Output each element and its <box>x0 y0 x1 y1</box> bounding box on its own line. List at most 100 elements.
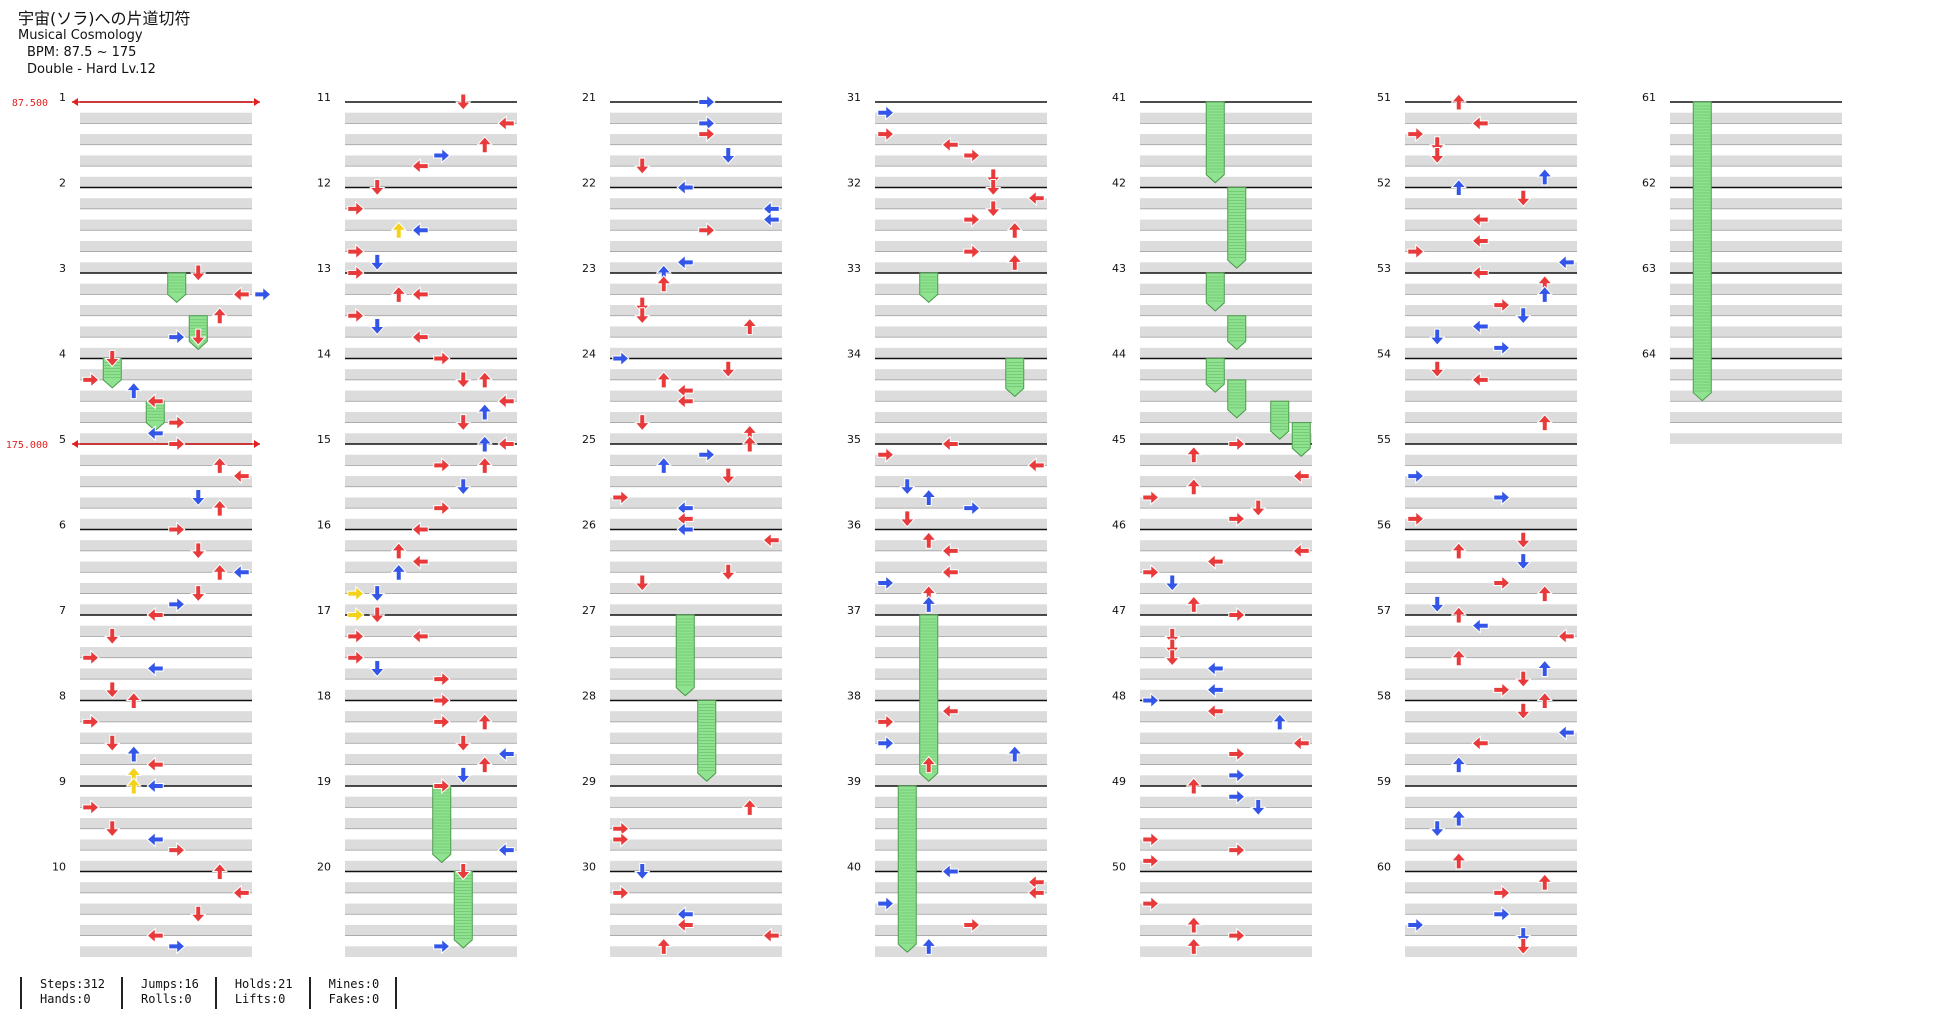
arrow-note <box>211 306 228 325</box>
beat-stripe <box>610 326 782 338</box>
arrow-note <box>612 884 630 901</box>
arrow-note <box>741 435 758 453</box>
measure-number: 46 <box>1112 519 1126 532</box>
beat-stripe <box>1140 369 1312 380</box>
arrow-shape <box>1027 457 1045 474</box>
arrow-shape <box>168 414 186 431</box>
beat-stripe <box>1670 326 1842 338</box>
beat-stripe <box>1405 668 1577 680</box>
arrow-note <box>1515 702 1532 720</box>
arrow-note <box>941 435 959 453</box>
arrow-note <box>1185 595 1202 613</box>
measure-number: 9 <box>59 775 66 788</box>
beat-stripe <box>1140 668 1312 680</box>
arrow-note <box>634 863 651 881</box>
arrow-shape <box>232 286 250 303</box>
measure-number: 1 <box>59 91 66 104</box>
beat-stripe <box>345 454 517 466</box>
beat-stripe <box>1140 903 1312 915</box>
arrow-shape <box>634 863 651 881</box>
beat-stripe <box>80 860 252 872</box>
arrow-note <box>1536 285 1553 303</box>
beat-stripe <box>1140 219 1312 231</box>
arrow-note <box>476 435 493 453</box>
arrow-note <box>232 467 250 485</box>
beat-stripe <box>1405 818 1577 829</box>
beat-stripe <box>80 518 252 530</box>
beat-stripe <box>875 882 1047 893</box>
beat-stripe <box>1670 112 1842 124</box>
arrow-note <box>1536 168 1553 186</box>
arrow-shape <box>104 350 121 368</box>
beat-stripe <box>1140 924 1312 936</box>
beat-stripe <box>610 155 782 167</box>
arrow-note <box>1536 873 1553 891</box>
hold-note <box>1205 358 1225 393</box>
arrow-shape <box>1450 93 1467 111</box>
bpm-marker-right <box>254 98 260 106</box>
arrow-shape <box>1471 318 1489 335</box>
beat-stripe <box>1140 155 1312 167</box>
arrow-note <box>104 350 121 368</box>
bpm-value-label: 175.000 <box>6 440 48 451</box>
arrow-note <box>347 606 365 624</box>
arrow-note <box>369 606 386 624</box>
beat-stripe <box>610 134 782 145</box>
arrow-shape <box>369 606 386 624</box>
measure-number: 8 <box>59 690 66 703</box>
beat-stripe <box>875 433 1047 444</box>
arrow-shape <box>941 703 959 720</box>
arrow-note <box>1429 595 1446 614</box>
arrow-shape <box>963 147 981 164</box>
arrow-note <box>146 831 164 848</box>
beat-stripe <box>1405 305 1577 316</box>
arrow-note <box>655 456 672 474</box>
hold-note <box>1692 101 1712 402</box>
arrow-note <box>1493 296 1511 314</box>
arrow-note <box>877 735 895 752</box>
beat-stripe <box>1405 860 1577 872</box>
arrow-shape <box>125 381 142 400</box>
arrow-note <box>1536 691 1553 709</box>
beat-stripe <box>1405 240 1577 252</box>
arrow-note <box>1515 927 1532 945</box>
measure-number: 40 <box>847 861 861 874</box>
arrow-note <box>762 211 780 228</box>
arrow-shape <box>1027 190 1045 207</box>
beat-stripe <box>1140 839 1312 851</box>
arrow-shape <box>168 435 186 453</box>
arrow-shape <box>877 735 895 752</box>
arrow-note <box>1515 553 1532 571</box>
measure-number: 24 <box>582 348 596 361</box>
beat-stripe <box>875 240 1047 252</box>
arrow-note <box>411 329 429 346</box>
measure-number: 3 <box>59 262 66 275</box>
beat-stripe <box>1405 518 1577 530</box>
beat-stripe <box>1405 625 1577 637</box>
arrow-note <box>1006 745 1023 763</box>
hold-body <box>1205 358 1225 393</box>
arrow-note <box>146 756 164 773</box>
measure-number: 47 <box>1112 604 1126 617</box>
beat-stripe <box>1140 604 1312 615</box>
arrow-shape <box>1450 809 1467 827</box>
measure-number: 20 <box>317 861 331 874</box>
arrow-shape <box>634 157 651 175</box>
arrow-shape <box>211 306 228 325</box>
arrow-shape <box>232 564 250 581</box>
arrow-shape <box>433 500 451 517</box>
arrow-note <box>82 371 100 388</box>
arrow-note <box>1185 916 1202 934</box>
arrow-shape <box>920 488 937 506</box>
arrow-shape <box>1142 692 1160 709</box>
arrow-note <box>1228 435 1246 453</box>
arrow-note <box>899 510 916 528</box>
beat-stripe <box>80 924 252 936</box>
arrow-note <box>720 467 737 485</box>
arrow-note <box>877 574 895 592</box>
arrow-shape <box>698 125 716 143</box>
measure-number: 50 <box>1112 861 1126 874</box>
arrow-shape <box>497 435 515 453</box>
arrow-shape <box>211 456 228 474</box>
arrow-note <box>190 905 207 924</box>
